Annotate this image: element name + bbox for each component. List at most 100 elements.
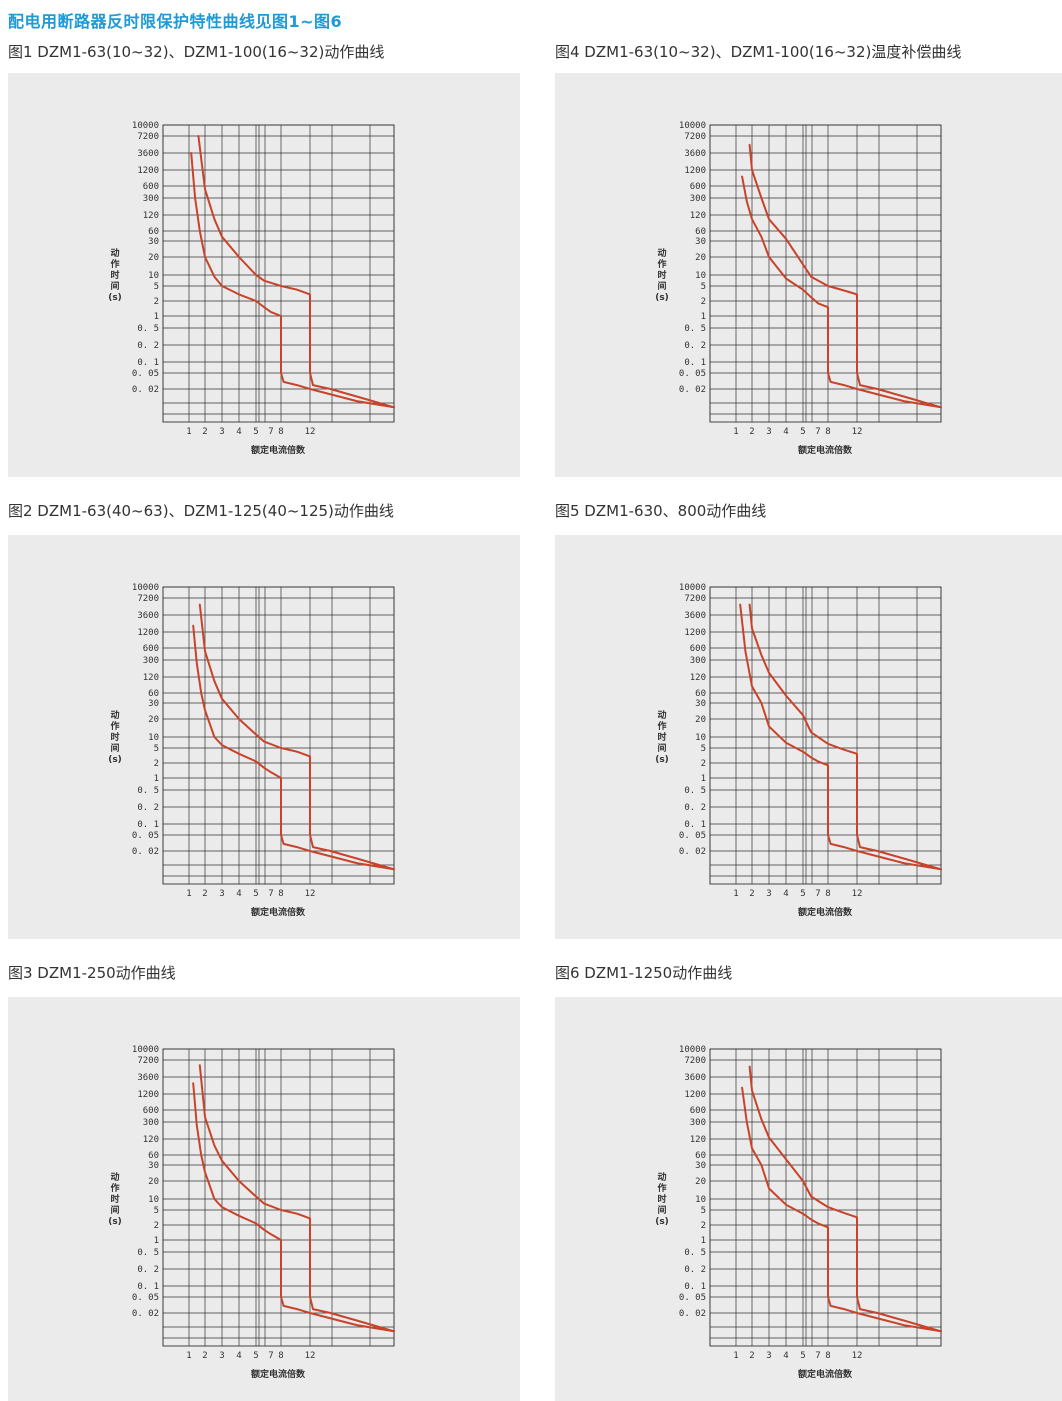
y-axis-label: (s): [108, 293, 122, 303]
y-tick-label: 5: [701, 1206, 706, 1216]
y-axis-label: 作: [110, 720, 119, 732]
y-tick-label: 10000: [132, 583, 159, 593]
chart-panel: 10000 7200 3600 1200 600 300 120 60 30 20 10 5 2 1 0. …: [8, 73, 520, 477]
y-tick-label: 0. 1: [684, 1282, 706, 1292]
x-tick-label: 1: [186, 427, 191, 437]
y-tick-label: 3600: [137, 1073, 159, 1083]
y-tick-label: 20: [148, 715, 159, 725]
x-tick-label: 4: [783, 889, 788, 899]
y-tick-label: 2: [701, 759, 706, 769]
y-tick-label: 30: [148, 1161, 159, 1171]
x-tick-label: 2: [202, 889, 207, 899]
y-tick-label: 1200: [684, 628, 706, 638]
y-tick-label: 600: [143, 644, 159, 654]
curve-series-1: [190, 152, 395, 409]
y-tick-label: 1: [701, 774, 706, 784]
y-axis-label: (s): [655, 1217, 669, 1227]
y-axis-label: 作: [657, 1182, 666, 1194]
x-tick-label: 3: [766, 427, 771, 437]
y-tick-label: 0. 5: [137, 324, 159, 334]
y-tick-label: 10: [695, 733, 706, 743]
x-axis-label: 额定电流倍数: [798, 1368, 853, 1380]
y-axis-label: 作: [657, 258, 666, 270]
y-axis-label: 时: [657, 1193, 666, 1205]
curve-series-1: [739, 603, 942, 871]
y-tick-label: 1: [154, 312, 159, 322]
y-tick-label: 10000: [679, 1045, 706, 1055]
y-tick-label: 0. 02: [679, 847, 706, 857]
y-tick-label: 3600: [684, 149, 706, 159]
x-tick-label: 7: [815, 427, 820, 437]
y-tick-label: 10: [695, 1195, 706, 1205]
y-tick-label: 20: [695, 715, 706, 725]
x-tick-label: 4: [783, 427, 788, 437]
y-tick-label: 10: [695, 271, 706, 281]
x-tick-label: 7: [268, 889, 273, 899]
y-tick-label: 0. 5: [684, 786, 706, 796]
x-tick-label: 2: [749, 427, 754, 437]
plot-frame: [709, 1048, 942, 1347]
x-tick-label: 7: [815, 1351, 820, 1361]
y-tick-label: 600: [143, 1106, 159, 1116]
y-tick-label: 0. 2: [684, 803, 706, 813]
y-tick-label: 600: [690, 182, 706, 192]
x-tick-label: 5: [253, 889, 258, 899]
x-tick-label: 2: [749, 889, 754, 899]
y-tick-label: 0. 05: [679, 1293, 706, 1303]
x-tick-label: 2: [749, 1351, 754, 1361]
y-tick-label: 600: [690, 644, 706, 654]
x-tick-label: 12: [305, 889, 316, 899]
curve-series-2: [197, 135, 395, 409]
y-tick-label: 120: [690, 673, 706, 683]
characteristic-chart: 10000720036001200600300120603020105210. …: [108, 583, 395, 918]
y-axis-label: (s): [108, 755, 122, 765]
y-axis-label: (s): [108, 1217, 122, 1227]
x-tick-label: 2: [202, 427, 207, 437]
x-tick-label: 12: [852, 427, 863, 437]
y-tick-label: 2: [154, 759, 159, 769]
y-tick-label: 30: [695, 237, 706, 247]
x-tick-label: 7: [268, 1351, 273, 1361]
y-tick-label: 0. 2: [137, 803, 159, 813]
y-axis-label: 间: [110, 280, 119, 292]
y-tick-label: 2: [154, 1221, 159, 1231]
curve-series-1: [741, 175, 942, 409]
y-tick-label: 5: [154, 282, 159, 292]
y-tick-label: 0. 1: [137, 1282, 159, 1292]
y-tick-label: 7200: [684, 132, 706, 142]
figure-title: 图5 DZM1-630、800动作曲线: [555, 502, 767, 520]
x-tick-label: 5: [253, 1351, 258, 1361]
x-tick-label: 1: [186, 1351, 191, 1361]
y-tick-label: 60: [148, 1151, 159, 1161]
y-tick-label: 300: [690, 656, 706, 666]
y-tick-label: 2: [701, 297, 706, 307]
x-axis-label: 额定电流倍数: [251, 1368, 306, 1380]
x-tick-label: 8: [278, 427, 283, 437]
plot-frame: [162, 1048, 395, 1347]
plot-frame: [709, 124, 942, 423]
y-axis-label: 动: [657, 248, 666, 259]
x-tick-label: 8: [278, 889, 283, 899]
y-axis-label: 动: [110, 710, 119, 721]
x-tick-label: 3: [219, 889, 224, 899]
x-tick-label: 5: [800, 1351, 805, 1361]
y-tick-label: 2: [154, 297, 159, 307]
y-tick-label: 10: [148, 271, 159, 281]
y-tick-label: 10000: [679, 583, 706, 593]
y-tick-label: 600: [690, 1106, 706, 1116]
y-tick-label: 7200: [684, 594, 706, 604]
y-tick-label: 0. 5: [684, 1248, 706, 1258]
y-tick-label: 20: [695, 1177, 706, 1187]
y-tick-label: 0. 02: [132, 847, 159, 857]
curve-series-2: [748, 603, 942, 871]
x-tick-label: 4: [236, 427, 241, 437]
y-tick-label: 7200: [137, 1056, 159, 1066]
x-tick-label: 12: [852, 1351, 863, 1361]
y-tick-label: 0. 05: [679, 369, 706, 379]
y-tick-label: 0. 5: [684, 324, 706, 334]
y-tick-label: 20: [148, 253, 159, 263]
x-tick-label: 8: [278, 1351, 283, 1361]
x-tick-label: 4: [236, 889, 241, 899]
y-tick-label: 30: [695, 699, 706, 709]
curve-series-1: [192, 624, 395, 871]
